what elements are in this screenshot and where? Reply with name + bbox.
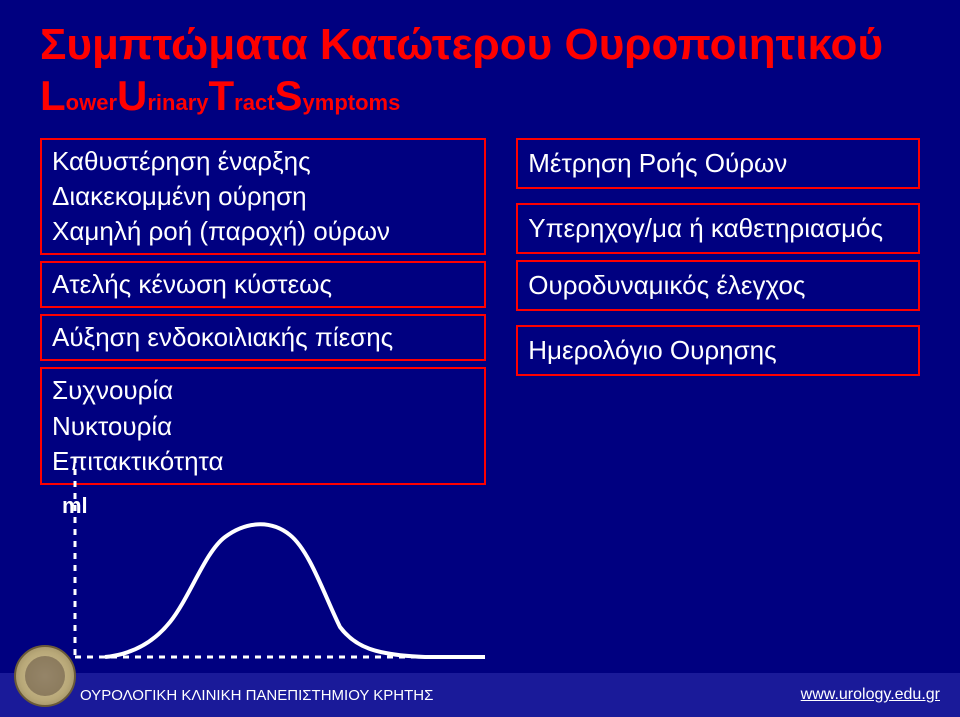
test-box-1: Μέτρηση Ροής Ούρων <box>516 138 920 189</box>
sub-S: S <box>275 72 303 119</box>
slide: Συμπτώματα Κατώτερου Ουροποιητικού Lower… <box>0 0 960 717</box>
symptom-line: Αύξηση ενδοκοιλιακής πίεσης <box>52 320 474 355</box>
spacer <box>516 317 920 325</box>
footer-url: www.urology.edu.gr <box>801 686 940 704</box>
uroflow-chart <box>55 457 495 672</box>
symptom-box-1: Καθυστέρηση έναρξης Διακεκομμένη ούρηση … <box>40 138 486 255</box>
test-box-4: Ημερολόγιο Ουρησης <box>516 325 920 376</box>
sub-ract: ract <box>234 90 274 115</box>
footer-link[interactable]: www.urology.edu.gr <box>801 686 940 703</box>
test-line: Μέτρηση Ροής Ούρων <box>528 146 908 181</box>
symptom-box-2: Ατελής κένωση κύστεως <box>40 261 486 308</box>
symptom-line: Διακεκομμένη ούρηση <box>52 179 474 214</box>
sub-rinary: rinary <box>147 90 208 115</box>
sub-ower: ower <box>66 90 117 115</box>
footer-bar: ΟΥΡΟΛΟΓΙΚΗ ΚΛΙΝΙΚΗ ΠΑΝΕΠΙΣΤΗΜΙΟΥ ΚΡΗΤΗΣ … <box>0 673 960 717</box>
test-line: Υπερηχογ/μα ή καθετηριασμός <box>528 211 908 246</box>
symptom-line: Νυκτουρία <box>52 409 474 444</box>
slide-title: Συμπτώματα Κατώτερου Ουροποιητικού <box>40 20 920 70</box>
symptom-line: Συχνουρία <box>52 373 474 408</box>
symptom-line: Χαμηλή ροή (παροχή) ούρων <box>52 214 474 249</box>
seal-inner <box>25 656 65 696</box>
spacer <box>516 195 920 203</box>
test-box-2: Υπερηχογ/μα ή καθετηριασμός <box>516 203 920 254</box>
symptom-line: Ατελής κένωση κύστεως <box>52 267 474 302</box>
footer-institution: ΟΥΡΟΛΟΓΙΚΗ ΚΛΙΝΙΚΗ ΠΑΝΕΠΙΣΤΗΜΙΟΥ ΚΡΗΤΗΣ <box>80 687 433 704</box>
test-line: Ημερολόγιο Ουρησης <box>528 333 908 368</box>
flow-curve <box>105 524 485 657</box>
test-line: Ουροδυναμικός έλεγχος <box>528 268 908 303</box>
sub-L: L <box>40 72 66 119</box>
chart-svg <box>55 457 495 672</box>
symptom-line: Καθυστέρηση έναρξης <box>52 144 474 179</box>
sub-ymptoms: ymptoms <box>303 90 401 115</box>
test-box-3: Ουροδυναμικός έλεγχος <box>516 260 920 311</box>
right-column: Μέτρηση Ροής Ούρων Υπερηχογ/μα ή καθετηρ… <box>516 138 920 519</box>
slide-subtitle: LowerUrinaryTractSymptoms <box>40 72 920 120</box>
university-seal-icon <box>14 645 76 707</box>
sub-T: T <box>209 72 235 119</box>
symptom-box-3: Αύξηση ενδοκοιλιακής πίεσης <box>40 314 486 361</box>
sub-U: U <box>117 72 147 119</box>
